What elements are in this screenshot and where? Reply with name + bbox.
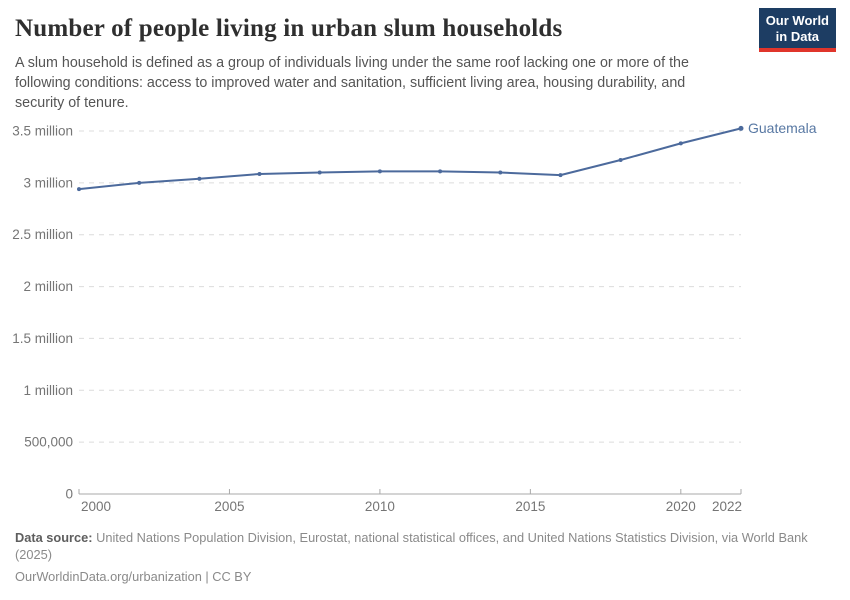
- x-axis-label: 2000: [81, 499, 111, 514]
- x-axis-label: 2015: [515, 499, 545, 514]
- y-axis-label: 2 million: [23, 279, 73, 294]
- data-point[interactable]: [498, 170, 503, 175]
- data-point[interactable]: [77, 187, 81, 192]
- owid-logo-line1: Our World: [765, 13, 829, 28]
- chart-svg: 0 500,000 1 million 1.5 million 2 million 2.5…: [12, 120, 817, 514]
- data-point[interactable]: [618, 158, 623, 162]
- data-point[interactable]: [257, 172, 262, 176]
- x-axis-label: 2022: [712, 499, 742, 514]
- data-point[interactable]: [377, 169, 382, 174]
- chart-footer: Data source: United Nations Population D…: [15, 529, 835, 585]
- data-point[interactable]: [317, 170, 322, 175]
- data-point[interactable]: [678, 141, 683, 146]
- data-point[interactable]: [137, 180, 142, 185]
- x-axis-label: 2010: [365, 499, 395, 514]
- data-source-line: Data source: United Nations Population D…: [15, 529, 835, 563]
- chart-subtitle: A slum household is defined as a group o…: [15, 55, 689, 111]
- data-point[interactable]: [558, 173, 563, 178]
- y-axis-label: 500,000: [24, 435, 73, 450]
- y-axis-label: 2.5 million: [12, 227, 73, 242]
- trend-line[interactable]: [78, 127, 742, 191]
- series-label[interactable]: Guatemala: [748, 120, 817, 136]
- data-source-label: Data source:: [15, 530, 93, 545]
- data-point[interactable]: [738, 125, 744, 131]
- chart-header: Number of people living in urban slum ho…: [15, 8, 836, 113]
- data-point[interactable]: [197, 176, 202, 181]
- data-source-text: United Nations Population Division, Euro…: [15, 530, 808, 562]
- y-axis-label: 3.5 million: [12, 124, 73, 139]
- y-axis-label: 1 million: [23, 383, 73, 398]
- footer-link[interactable]: OurWorldinData.org/urbanization | CC BY: [15, 569, 252, 584]
- page-title: Number of people living in urban slum ho…: [15, 15, 563, 42]
- owid-logo: Our World in Data: [758, 8, 836, 52]
- line-chart: 0 500,000 1 million 1.5 million 2 million 2.5…: [0, 115, 850, 515]
- y-axis-label: 3 million: [23, 175, 73, 190]
- x-axis-label: 2005: [214, 499, 244, 514]
- y-axis-label: 0: [65, 487, 73, 502]
- owid-logo-line2: in Data: [775, 29, 820, 44]
- data-point[interactable]: [438, 169, 443, 174]
- y-axis-label: 1.5 million: [12, 331, 73, 346]
- x-axis-label: 2020: [666, 499, 696, 514]
